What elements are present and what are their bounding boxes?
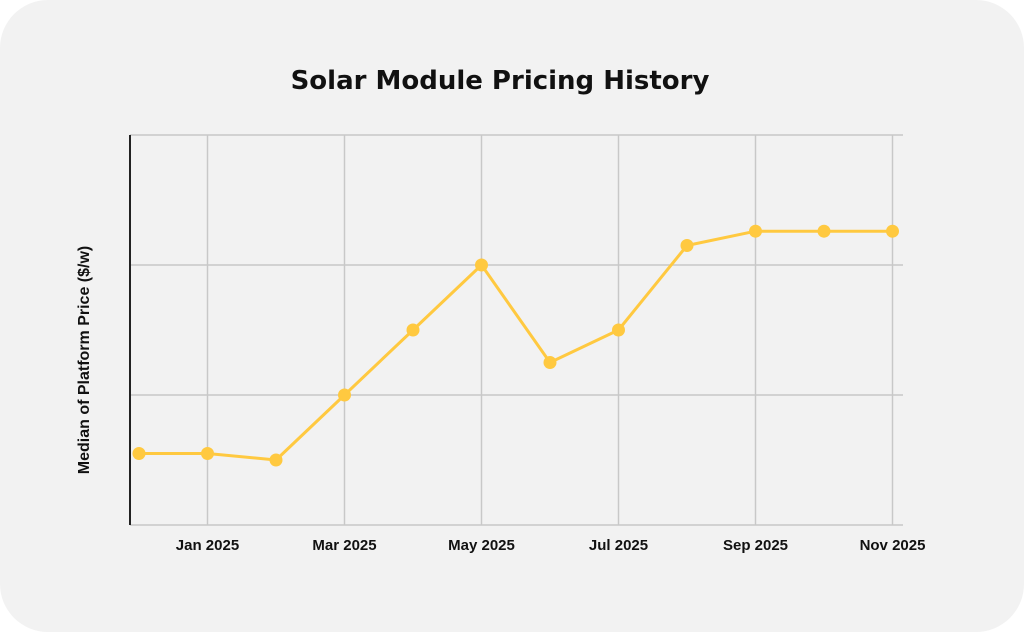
data-point [543, 356, 557, 369]
data-point [680, 239, 694, 252]
data-point [475, 258, 488, 272]
data-point [406, 323, 420, 337]
x-tick-label: May 2025 [448, 537, 515, 554]
data-point [269, 453, 283, 467]
data-point [749, 224, 762, 238]
data-point [201, 447, 214, 460]
x-tick-label: Mar 2025 [312, 537, 376, 554]
data-point [817, 224, 831, 238]
x-tick-label: Sep 2025 [723, 537, 788, 554]
data-point [886, 224, 899, 238]
series-line [139, 229, 893, 462]
x-tick-label: Jan 2025 [176, 537, 239, 554]
x-tick-label: Jul 2025 [589, 537, 648, 554]
data-point [612, 323, 625, 337]
x-tick-label: Nov 2025 [860, 537, 926, 554]
data-point [132, 447, 146, 460]
data-point [338, 388, 351, 402]
chart-title: Solar Module Pricing History [290, 66, 710, 96]
